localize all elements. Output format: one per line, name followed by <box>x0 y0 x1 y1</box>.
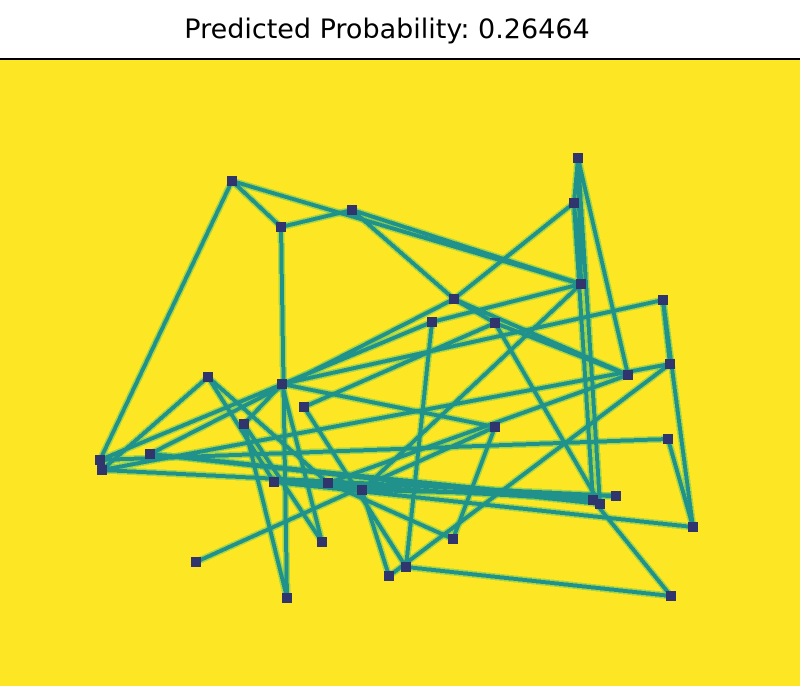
edge-n4-n33 <box>279 226 289 599</box>
edge-n13-n16 <box>281 382 496 429</box>
node-n29 <box>448 534 458 544</box>
node-n21 <box>269 477 279 487</box>
edge-n1-n24 <box>572 202 595 501</box>
node-n7 <box>658 295 668 305</box>
edge-n7-n27 <box>661 299 695 528</box>
node-n0 <box>573 153 583 163</box>
heatmap-background <box>0 60 800 686</box>
edge-n9-n12 <box>494 321 629 377</box>
edge-n0-n12 <box>576 157 630 376</box>
edge-n19-n24 <box>149 452 594 502</box>
edge-n8-n31 <box>404 321 434 568</box>
edge-n10-n22 <box>206 375 330 485</box>
node-n23 <box>357 485 367 495</box>
edges-layer <box>96 157 697 600</box>
node-n19 <box>145 449 155 459</box>
node-n33 <box>282 593 292 603</box>
node-n20 <box>663 434 673 444</box>
node-n32 <box>384 571 394 581</box>
edge-n1-n6 <box>452 201 576 301</box>
edge-n7-n13 <box>281 298 664 386</box>
edge-n0-n25 <box>576 157 602 505</box>
node-n13 <box>277 379 287 389</box>
graph-heatmap <box>0 60 800 686</box>
node-n25 <box>595 499 605 509</box>
edge-n24-n34 <box>591 498 673 598</box>
edge-n31-n34 <box>405 565 672 598</box>
node-n30 <box>191 557 201 567</box>
node-n31 <box>401 562 411 572</box>
node-n3 <box>347 205 357 215</box>
edge-n13-n15 <box>242 382 284 426</box>
node-n16 <box>490 422 500 432</box>
edge-n11-n18 <box>101 362 671 472</box>
node-n18 <box>97 465 107 475</box>
edge-n10-n18 <box>100 375 210 472</box>
node-n5 <box>576 279 586 289</box>
node-n26 <box>611 491 621 501</box>
node-n34 <box>666 591 676 601</box>
edge-n17-n20 <box>99 437 669 462</box>
node-n14 <box>299 402 309 412</box>
node-n24 <box>588 495 598 505</box>
edge-n16-n30 <box>195 425 496 564</box>
edge-n5-n8 <box>431 282 582 324</box>
plot-title: Predicted Probability: 0.26464 <box>184 14 590 45</box>
node-n28 <box>317 537 327 547</box>
node-n8 <box>427 317 437 327</box>
edge-n3-n6 <box>350 208 456 301</box>
node-n12 <box>623 370 633 380</box>
node-n9 <box>490 318 500 328</box>
edge-n8-n17 <box>99 320 433 462</box>
node-n15 <box>239 419 249 429</box>
edge-n9-n25 <box>493 321 602 506</box>
node-n27 <box>688 522 698 532</box>
node-n1 <box>569 198 579 208</box>
node-n22 <box>323 478 333 488</box>
edge-n32-n23 <box>360 489 391 577</box>
edge-n2-n4 <box>230 179 283 229</box>
edge-n20-n27 <box>666 438 695 528</box>
edge-n22-n29 <box>327 481 454 541</box>
edge-n3-n4 <box>280 208 353 229</box>
edge-n23-n26 <box>361 488 617 498</box>
node-n10 <box>203 372 213 382</box>
plot-area <box>0 58 800 686</box>
node-n4 <box>276 222 286 232</box>
edge-n28-n13 <box>280 383 324 543</box>
node-n17 <box>95 455 105 465</box>
node-n6 <box>449 294 459 304</box>
edge-n2-n17 <box>98 180 234 461</box>
edge-n11-n32 <box>387 362 672 578</box>
edge-n12-n22 <box>327 373 629 485</box>
nodes-layer <box>95 153 698 603</box>
node-n2 <box>227 176 237 186</box>
node-n11 <box>665 359 675 369</box>
edge-n3-n5 <box>351 208 582 286</box>
